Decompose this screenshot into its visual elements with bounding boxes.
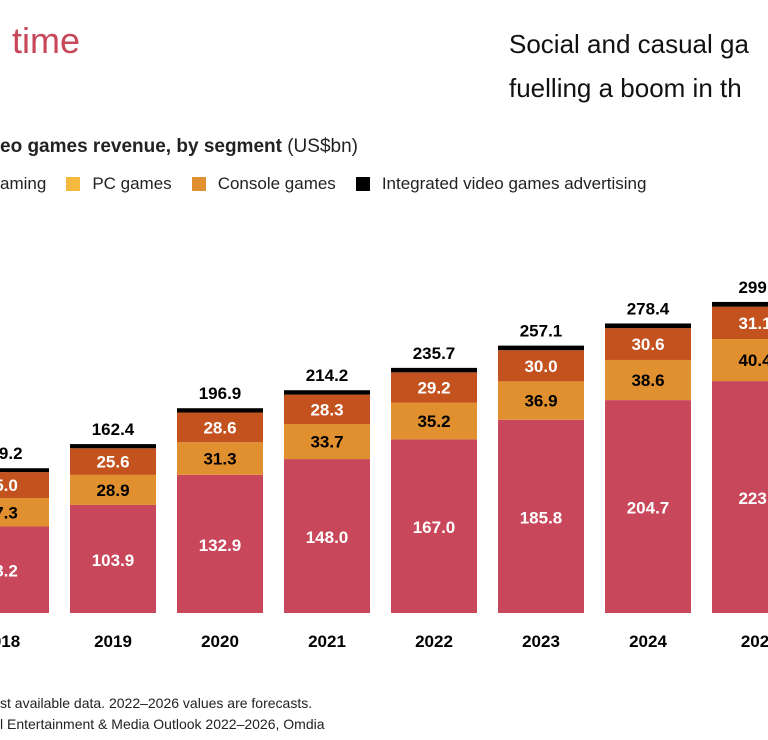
legend-swatch-console xyxy=(191,177,206,191)
segment-label-2024-2: 30.6 xyxy=(631,335,664,354)
bar-segment-2020-0 xyxy=(177,474,263,613)
bar-segment-2019-2 xyxy=(70,448,156,475)
x-tick-label-2023: 2023 xyxy=(522,632,560,651)
total-label-2019: 162.4 xyxy=(92,420,135,439)
legend-label-pc: PC games xyxy=(92,174,172,193)
bar-segment-018-0 xyxy=(0,526,49,613)
bar-segment-2024-1 xyxy=(605,359,691,401)
footnote: st available data. 2022–2026 values are … xyxy=(0,695,313,711)
segment-label-2024-1: 38.6 xyxy=(631,371,664,390)
bar-segment-2020-1 xyxy=(177,442,263,475)
segment-label-2019-0: 103.9 xyxy=(92,551,135,570)
bar-segment-2023-1 xyxy=(498,381,584,420)
bar-segment-2023-0 xyxy=(498,419,584,613)
segment-label-202-1: 40.4 xyxy=(738,351,768,370)
bar-segment-2019-1 xyxy=(70,474,156,505)
segment-label-202-2: 31.1 xyxy=(738,314,768,333)
segment-label-2022-1: 35.2 xyxy=(417,412,450,431)
segment-label-2023-1: 36.9 xyxy=(524,392,557,411)
chart-title-bold: eo games revenue, by segment xyxy=(0,136,282,157)
bar-segment-2022-2 xyxy=(391,372,477,403)
total-label-2022: 235.7 xyxy=(413,344,456,363)
legend: aming PC games Console games Integrated … xyxy=(0,174,646,194)
legend-swatch-advertising xyxy=(355,177,370,191)
segment-label-2021-1: 33.7 xyxy=(310,433,343,452)
subhead-line-2: fuelling a boom in th xyxy=(509,73,742,103)
x-tick-label-2021: 2021 xyxy=(308,632,346,651)
segment-label-2020-0: 132.9 xyxy=(199,536,242,555)
bar-segment-2023-3 xyxy=(498,345,584,351)
x-tick-label-202: 202 xyxy=(741,632,768,651)
segment-label-2021-2: 28.3 xyxy=(310,400,343,419)
bar-segment-2021-3 xyxy=(284,390,370,395)
segment-label-018-2: 5.0 xyxy=(0,476,18,495)
bar-segment-2021-0 xyxy=(284,459,370,613)
segment-label-2022-0: 167.0 xyxy=(413,518,456,537)
bar-segment-2024-3 xyxy=(605,323,691,329)
bar-segment-202-1 xyxy=(712,339,768,382)
segment-label-2024-0: 204.7 xyxy=(627,499,670,518)
segment-label-2019-1: 28.9 xyxy=(96,481,129,500)
total-label-018: 39.2 xyxy=(0,444,23,463)
bar-segment-2022-1 xyxy=(391,402,477,440)
bar-segment-018-3 xyxy=(0,468,49,473)
x-tick-label-2024: 2024 xyxy=(629,632,667,651)
segment-label-202-0: 223. xyxy=(738,489,768,508)
headline: time xyxy=(12,20,81,61)
subheadline: Social and casual ga fuelling a boom in … xyxy=(509,22,749,110)
total-label-2021: 214.2 xyxy=(306,366,349,385)
segment-label-018-1: 7.3 xyxy=(0,503,18,522)
legend-swatch-pc xyxy=(66,177,81,191)
segment-label-2019-2: 25.6 xyxy=(96,453,129,472)
total-label-202: 299. xyxy=(738,278,768,297)
bar-segment-2022-0 xyxy=(391,439,477,613)
subhead-line-1: Social and casual ga xyxy=(509,29,749,59)
segment-label-2021-0: 148.0 xyxy=(306,528,349,547)
bar-segment-2024-2 xyxy=(605,328,691,360)
chart-title: eo games revenue, by segment (US$bn) xyxy=(0,136,358,158)
bar-segment-2020-3 xyxy=(177,408,263,413)
bar-segment-2022-3 xyxy=(391,367,477,373)
bar-segment-202-0 xyxy=(712,381,768,613)
bar-segment-202-3 xyxy=(712,301,768,307)
bar-segment-202-2 xyxy=(712,306,768,340)
bar-segment-2020-2 xyxy=(177,412,263,443)
legend-label-0: aming xyxy=(0,174,47,193)
bar-segment-2023-2 xyxy=(498,350,584,382)
segment-label-2023-0: 185.8 xyxy=(520,508,563,527)
bar-segment-2019-0 xyxy=(70,504,156,613)
legend-label-console: Console games xyxy=(217,174,336,193)
bar-segment-018-1 xyxy=(0,498,49,527)
x-tick-label-2020: 2020 xyxy=(201,632,239,651)
chart-title-unit: (US$bn) xyxy=(287,136,358,157)
legend-label-advertising: Integrated video games advertising xyxy=(381,174,647,193)
total-label-2023: 257.1 xyxy=(520,322,563,341)
x-tick-label-2019: 2019 xyxy=(94,632,132,651)
segment-label-018-0: 3.2 xyxy=(0,562,18,581)
segment-label-2022-2: 29.2 xyxy=(417,379,450,398)
bar-segment-2024-0 xyxy=(605,400,691,613)
x-tick-label-018: 018 xyxy=(0,632,20,651)
segment-label-2020-1: 31.3 xyxy=(203,450,236,469)
source-note: l Entertainment & Media Outlook 2022–202… xyxy=(0,716,325,732)
bar-segment-2021-2 xyxy=(284,394,370,425)
x-tick-label-2022: 2022 xyxy=(415,632,453,651)
total-label-2020: 196.9 xyxy=(199,384,242,403)
total-label-2024: 278.4 xyxy=(627,299,670,318)
bar-segment-2021-1 xyxy=(284,424,370,460)
segment-label-2020-2: 28.6 xyxy=(203,418,236,437)
segment-label-2023-2: 30.0 xyxy=(524,357,557,376)
bar-segment-2019-3 xyxy=(70,444,156,449)
bar-segment-018-2 xyxy=(0,472,49,499)
